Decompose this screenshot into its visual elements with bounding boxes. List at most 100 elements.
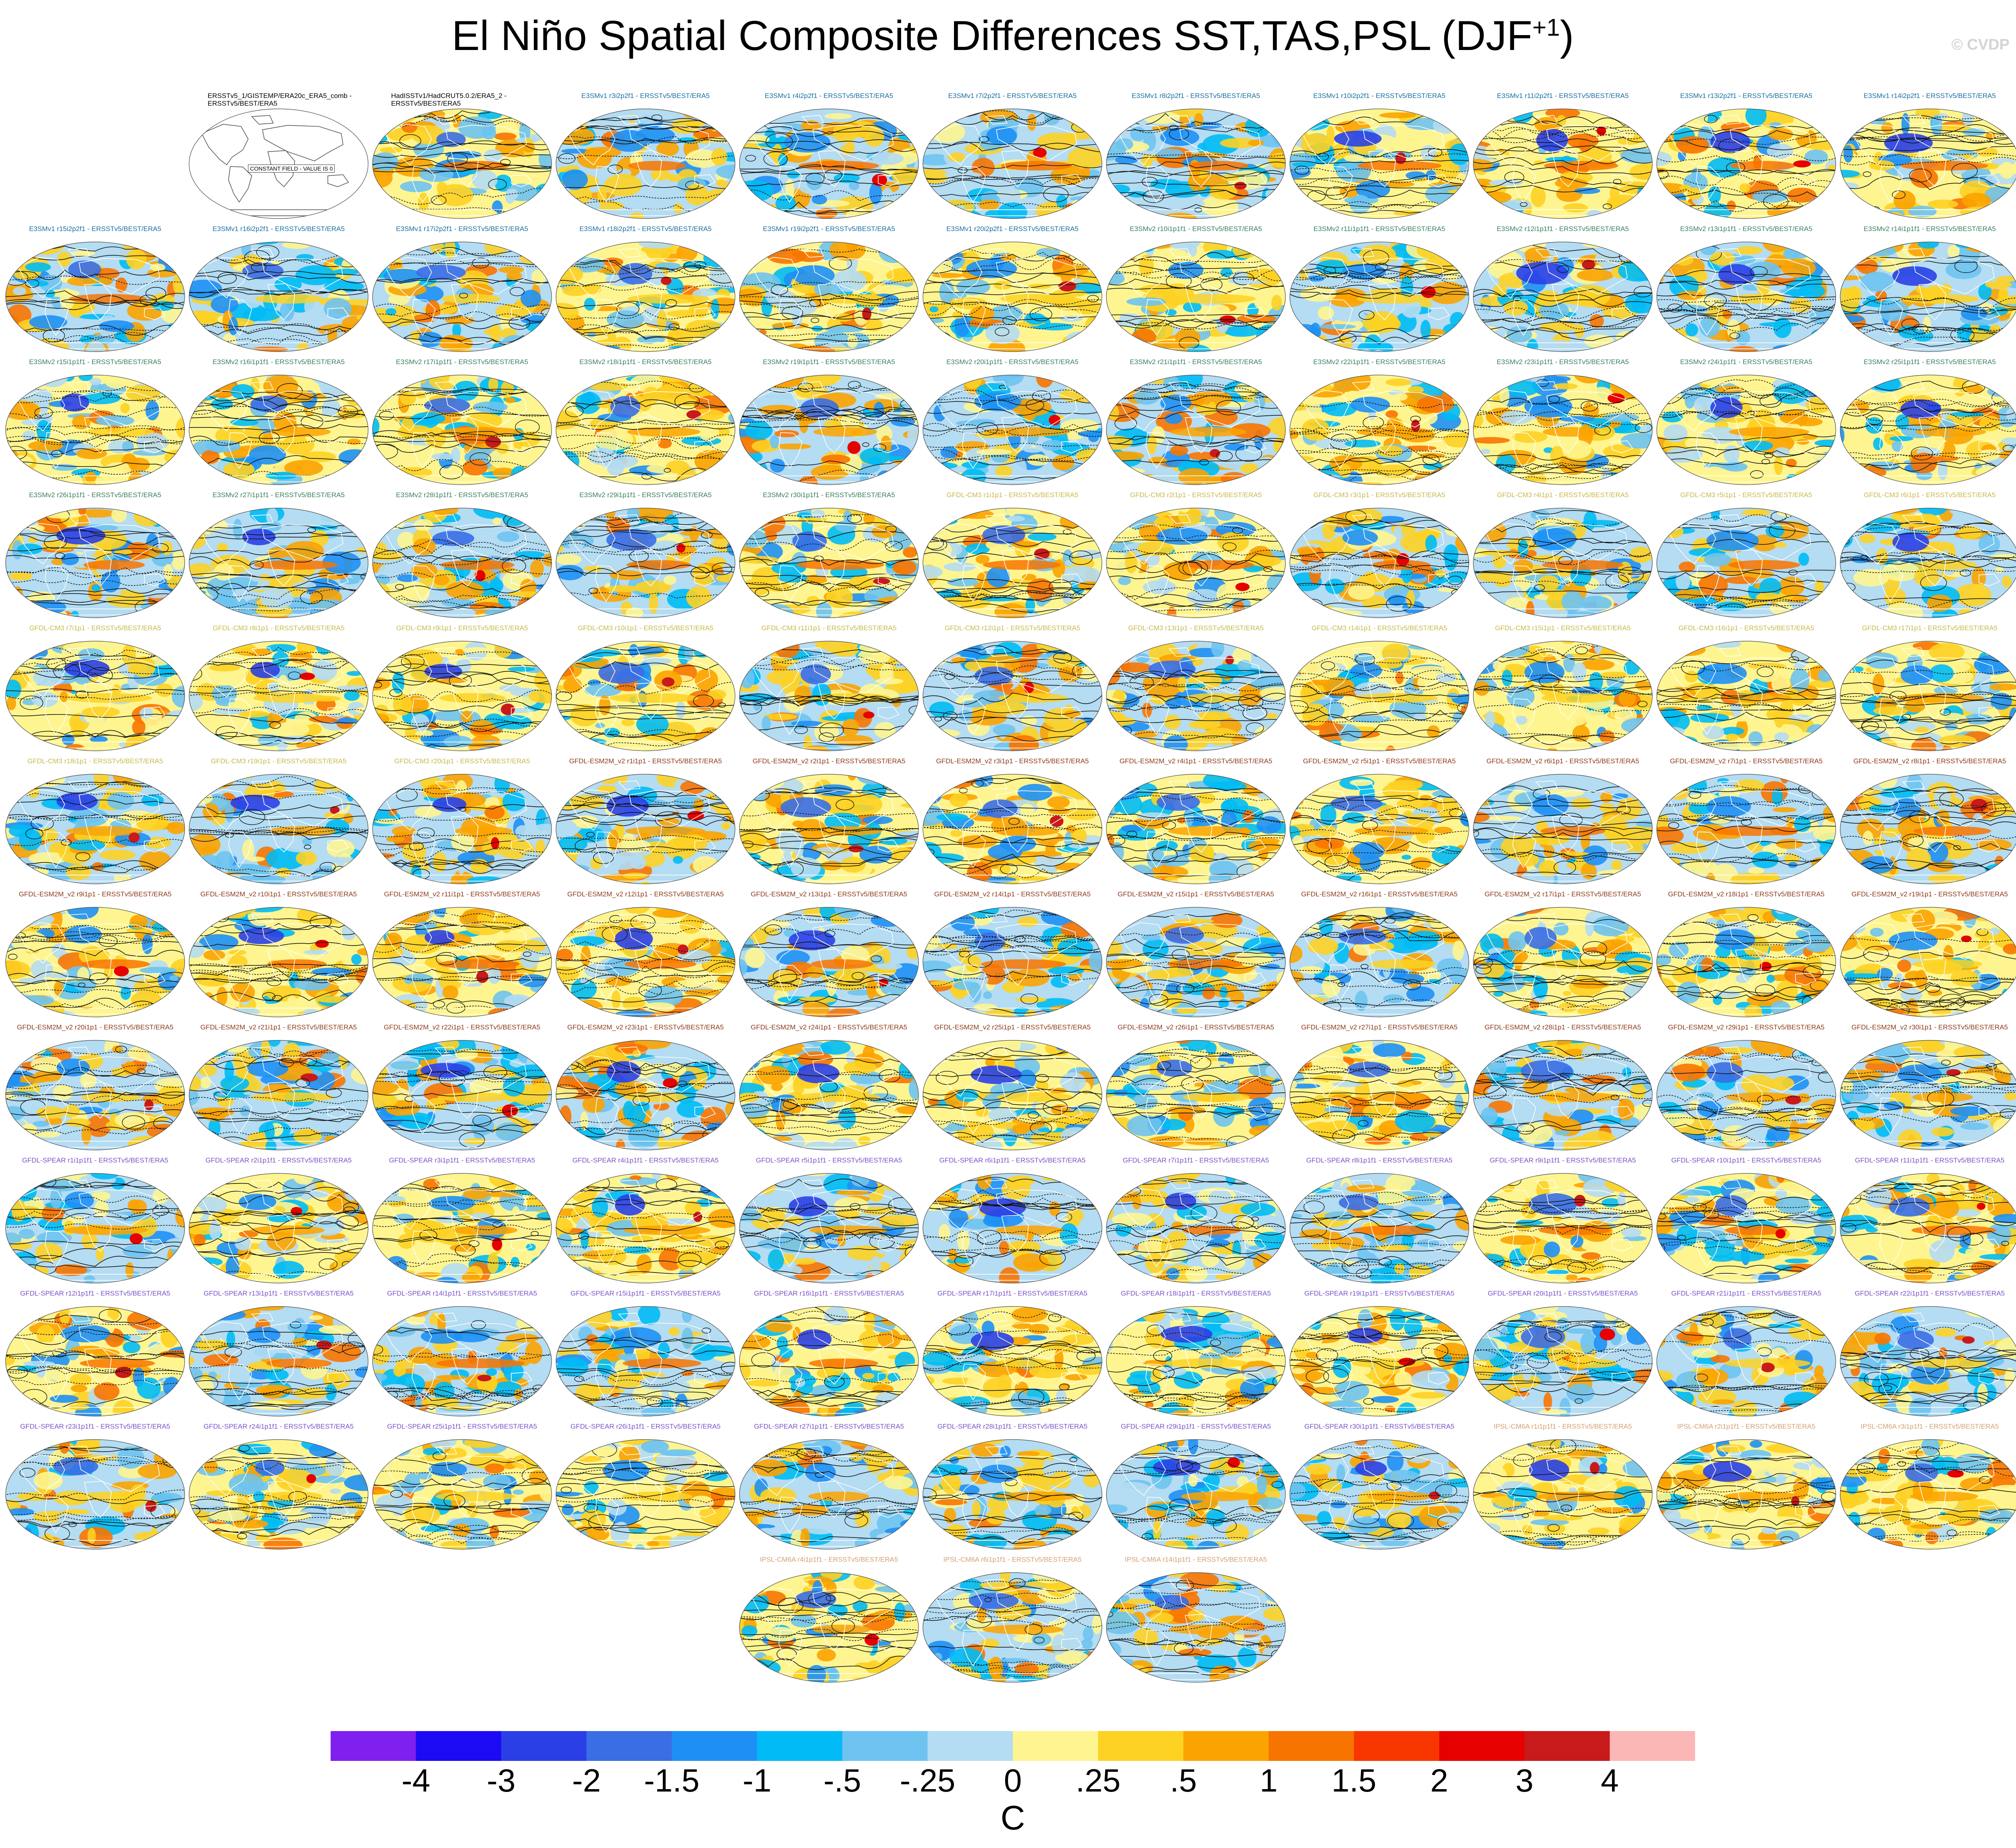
map-plot — [372, 641, 552, 751]
colorbar-bin — [1610, 1731, 1695, 1761]
panel-title: E3SMv2 r24i1p1f1 - ERSSTv5/BEST/ERA5 — [1680, 358, 1812, 366]
map-plot — [1840, 1040, 2016, 1150]
map-plot — [372, 1306, 552, 1417]
colorbar-bin — [672, 1731, 757, 1761]
map-panel: E3SMv1 r15i2p2f1 - ERSSTv5/BEST/ERA5 — [4, 225, 186, 354]
panel-title: GFDL-CM3 r16i1p1 - ERSSTv5/BEST/ERA5 — [1678, 624, 1814, 632]
panel-title: GFDL-CM3 r3i1p1 - ERSSTv5/BEST/ERA5 — [1313, 491, 1445, 499]
map-panel: E3SMv1 r18i2p2f1 - ERSSTv5/BEST/ERA5 — [554, 225, 737, 354]
map-panel: E3SMv1 r16i2p2f1 - ERSSTv5/BEST/ERA5 — [187, 225, 370, 354]
map-plot — [1656, 508, 1836, 618]
colorbar-tick-label: 0 — [1004, 1763, 1022, 1798]
map-plot — [739, 508, 919, 618]
map-panel: GFDL-ESM2M_v2 r17i1p1 - ERSSTv5/BEST/ERA… — [1472, 890, 1654, 1019]
panel-title: GFDL-CM3 r5i1p1 - ERSSTv5/BEST/ERA5 — [1680, 491, 1812, 499]
map-plot — [1289, 108, 1469, 219]
map-panel: GFDL-SPEAR r22i1p1f1 - ERSSTv5/BEST/ERA5 — [1839, 1290, 2016, 1419]
panel-title: E3SMv2 r11i1p1f1 - ERSSTv5/BEST/ERA5 — [1313, 225, 1445, 233]
panel-title: GFDL-SPEAR r14i1p1f1 - ERSSTv5/BEST/ERA5 — [387, 1290, 537, 1297]
map-plot — [372, 242, 552, 352]
colorbar-tick-label: -1 — [742, 1763, 772, 1798]
panel-title: GFDL-SPEAR r11i1p1f1 - ERSSTv5/BEST/ERA5 — [1855, 1156, 2005, 1164]
map-plot — [923, 1439, 1102, 1550]
map-panel: IPSL-CM6A r6i1p1f1 - ERSSTv5/BEST/ERA5 — [921, 1556, 1104, 1685]
map-plot — [556, 1040, 735, 1150]
panel-title: HadISSTv1/HadCRUT5.0.2/ERA5_2 - ERSSTv5/… — [391, 92, 507, 107]
colorbar-bin — [842, 1731, 928, 1761]
map-plot — [1473, 1040, 1653, 1150]
map-panel: E3SMv2 r29i1p1f1 - ERSSTv5/BEST/ERA5 — [554, 491, 737, 620]
map-panel: GFDL-CM3 r5i1p1 - ERSSTv5/BEST/ERA5 — [1655, 491, 1837, 620]
colorbar-tick-label: 1.5 — [1331, 1763, 1377, 1798]
colorbar-tick-label: -2 — [572, 1763, 601, 1798]
colorbar-tick-label: 2 — [1430, 1763, 1448, 1798]
map-panel: GFDL-ESM2M_v2 r21i1p1 - ERSSTv5/BEST/ERA… — [187, 1023, 370, 1152]
map-plot — [5, 641, 185, 751]
map-plot — [923, 375, 1102, 485]
colorbar-bin — [1268, 1731, 1354, 1761]
map-plot — [189, 1040, 369, 1150]
map-panel: GFDL-ESM2M_v2 r19i1p1 - ERSSTv5/BEST/ERA… — [1839, 890, 2016, 1019]
panel-title: GFDL-SPEAR r4i1p1f1 - ERSSTv5/BEST/ERA5 — [572, 1156, 719, 1164]
panel-title: GFDL-CM3 r13i1p1 - ERSSTv5/BEST/ERA5 — [1128, 624, 1264, 632]
map-plot — [556, 774, 735, 884]
map-panel: E3SMv2 r28i1p1f1 - ERSSTv5/BEST/ERA5 — [371, 491, 553, 620]
map-panel: E3SMv1 r13i2p2f1 - ERSSTv5/BEST/ERA5 — [1655, 92, 1837, 221]
map-panel: GFDL-SPEAR r7i1p1f1 - ERSSTv5/BEST/ERA5 — [1105, 1156, 1287, 1285]
panel-title: GFDL-SPEAR r13i1p1f1 - ERSSTv5/BEST/ERA5 — [203, 1290, 354, 1297]
map-panel: GFDL-CM3 r20i1p1 - ERSSTv5/BEST/ERA5 — [371, 757, 553, 886]
map-panel: E3SMv1 r3i2p2f1 - ERSSTv5/BEST/ERA5 — [554, 92, 737, 221]
panel-title: GFDL-SPEAR r18i1p1f1 - ERSSTv5/BEST/ERA5 — [1120, 1290, 1271, 1297]
panel-title: GFDL-CM3 r20i1p1 - ERSSTv5/BEST/ERA5 — [394, 757, 530, 765]
panel-title: GFDL-ESM2M_v2 r15i1p1 - ERSSTv5/BEST/ERA… — [1117, 890, 1275, 898]
panel-title: GFDL-SPEAR r16i1p1f1 - ERSSTv5/BEST/ERA5 — [754, 1290, 904, 1297]
map-plot — [1106, 1439, 1286, 1550]
map-panel: GFDL-ESM2M_v2 r23i1p1 - ERSSTv5/BEST/ERA… — [554, 1023, 737, 1152]
map-plot — [1656, 1439, 1836, 1550]
map-plot — [372, 774, 552, 884]
map-panel: E3SMv2 r17i1p1f1 - ERSSTv5/BEST/ERA5 — [371, 358, 553, 487]
map-plot — [1106, 774, 1286, 884]
map-panel: GFDL-SPEAR r29i1p1f1 - ERSSTv5/BEST/ERA5 — [1105, 1423, 1287, 1552]
map-panel: GFDL-SPEAR r10i1p1f1 - ERSSTv5/BEST/ERA5 — [1655, 1156, 1837, 1285]
panel-title: E3SMv1 r18i2p2f1 - ERSSTv5/BEST/ERA5 — [579, 225, 712, 233]
chart-title: El Niño Spatial Composite Differences SS… — [0, 12, 2016, 60]
panel-title: ERSSTv5_1/GISTEMP/ERA20c_ERA5_comb - ERS… — [208, 92, 352, 107]
colorbar-units: C — [1000, 1799, 1025, 1837]
colorbar-tick-label: 3 — [1515, 1763, 1534, 1798]
panel-title: E3SMv1 r4i2p2f1 - ERSSTv5/BEST/ERA5 — [764, 92, 893, 100]
map-panel: GFDL-SPEAR r1i1p1f1 - ERSSTv5/BEST/ERA5 — [4, 1156, 186, 1285]
map-panel: GFDL-SPEAR r13i1p1f1 - ERSSTv5/BEST/ERA5 — [187, 1290, 370, 1419]
map-panel: GFDL-ESM2M_v2 r1i1p1 - ERSSTv5/BEST/ERA5 — [554, 757, 737, 886]
map-panel: GFDL-ESM2M_v2 r4i1p1 - ERSSTv5/BEST/ERA5 — [1105, 757, 1287, 886]
map-plot — [739, 1040, 919, 1150]
map-panel: GFDL-CM3 r2i1p1 - ERSSTv5/BEST/ERA5 — [1105, 491, 1287, 620]
panel-title: GFDL-ESM2M_v2 r19i1p1 - ERSSTv5/BEST/ERA… — [1851, 890, 2008, 898]
map-plot — [1840, 375, 2016, 485]
map-plot — [739, 1572, 919, 1683]
map-panel: GFDL-CM3 r1i1p1 - ERSSTv5/BEST/ERA5 — [921, 491, 1104, 620]
map-panel: GFDL-SPEAR r30i1p1f1 - ERSSTv5/BEST/ERA5 — [1288, 1423, 1470, 1552]
map-panel: GFDL-ESM2M_v2 r26i1p1 - ERSSTv5/BEST/ERA… — [1105, 1023, 1287, 1152]
map-panel: GFDL-SPEAR r21i1p1f1 - ERSSTv5/BEST/ERA5 — [1655, 1290, 1837, 1419]
panel-title: GFDL-ESM2M_v2 r26i1p1 - ERSSTv5/BEST/ERA… — [1117, 1023, 1275, 1031]
panel-title: E3SMv2 r10i1p1f1 - ERSSTv5/BEST/ERA5 — [1130, 225, 1262, 233]
map-plot — [1473, 375, 1653, 485]
panel-title: E3SMv2 r17i1p1f1 - ERSSTv5/BEST/ERA5 — [396, 358, 528, 366]
panel-title: E3SMv2 r19i1p1f1 - ERSSTv5/BEST/ERA5 — [763, 358, 895, 366]
map-panel: GFDL-CM3 r8i1p1 - ERSSTv5/BEST/ERA5 — [187, 624, 370, 753]
map-panel: GFDL-SPEAR r5i1p1f1 - ERSSTv5/BEST/ERA5 — [738, 1156, 920, 1285]
map-panel: GFDL-SPEAR r12i1p1f1 - ERSSTv5/BEST/ERA5 — [4, 1290, 186, 1419]
map-panel: E3SMv2 r18i1p1f1 - ERSSTv5/BEST/ERA5 — [554, 358, 737, 487]
panel-title: GFDL-SPEAR r15i1p1f1 - ERSSTv5/BEST/ERA5 — [570, 1290, 721, 1297]
panel-title: GFDL-ESM2M_v2 r2i1p1 - ERSSTv5/BEST/ERA5 — [752, 757, 906, 765]
panel-title: E3SMv2 r16i1p1f1 - ERSSTv5/BEST/ERA5 — [212, 358, 345, 366]
panel-title: GFDL-ESM2M_v2 r7i1p1 - ERSSTv5/BEST/ERA5 — [1670, 757, 1823, 765]
map-plot — [1840, 1306, 2016, 1417]
map-plot — [739, 1173, 919, 1283]
map-plot — [1473, 641, 1653, 751]
map-plot — [189, 1306, 369, 1417]
map-plot — [1840, 774, 2016, 884]
map-panel: GFDL-CM3 r19i1p1 - ERSSTv5/BEST/ERA5 — [187, 757, 370, 886]
map-plot — [1840, 641, 2016, 751]
